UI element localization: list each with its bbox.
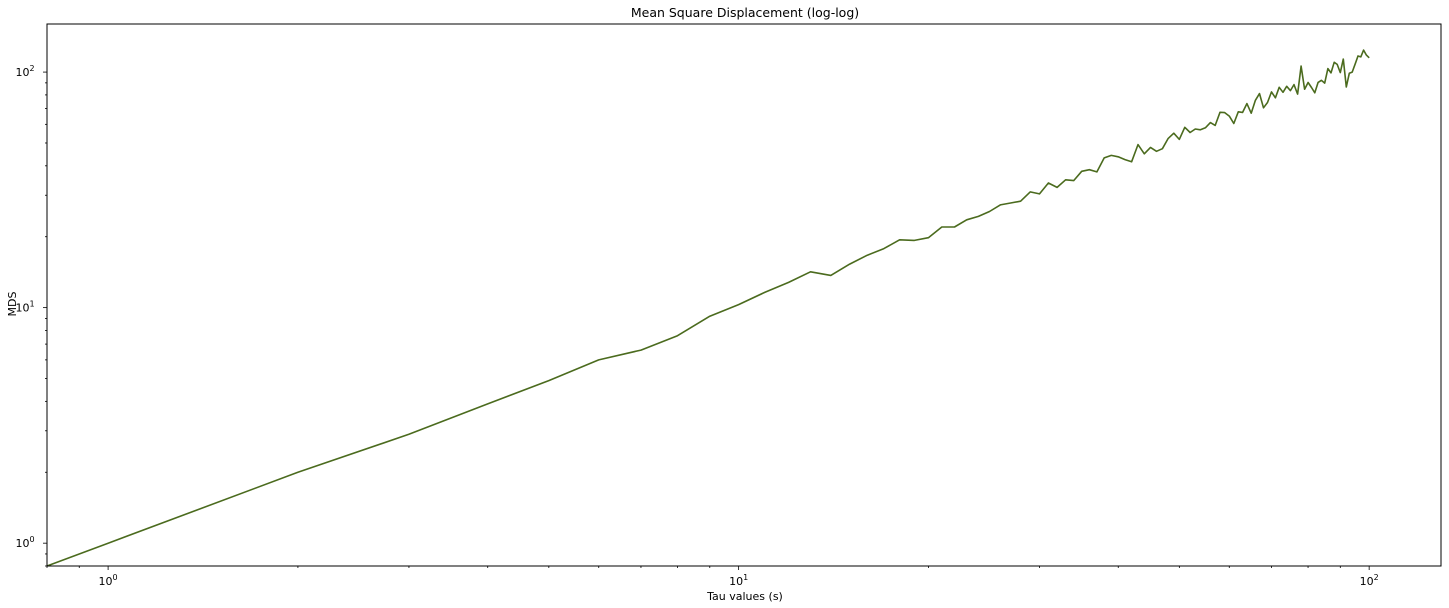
y-tick-label: 101 (15, 300, 34, 315)
y-axis-title: MDS (6, 292, 19, 317)
x-tick-label: 101 (729, 573, 748, 588)
chart-title: Mean Square Displacement (log-log) (631, 5, 859, 20)
y-axis-ticks: 100 101 102 (15, 64, 47, 567)
x-tick-label: 100 (99, 573, 118, 588)
y-tick-label: 100 (15, 535, 34, 550)
x-axis-title: Tau values (s) (706, 590, 783, 603)
x-tick-label: 102 (1360, 573, 1379, 588)
y-tick-label: 102 (15, 64, 34, 79)
msd-series-line (46, 49, 1370, 567)
plot-area (46, 23, 1442, 567)
x-axis-ticks: 100 101 102 (46, 566, 1379, 588)
plot-frame (46, 23, 1442, 567)
